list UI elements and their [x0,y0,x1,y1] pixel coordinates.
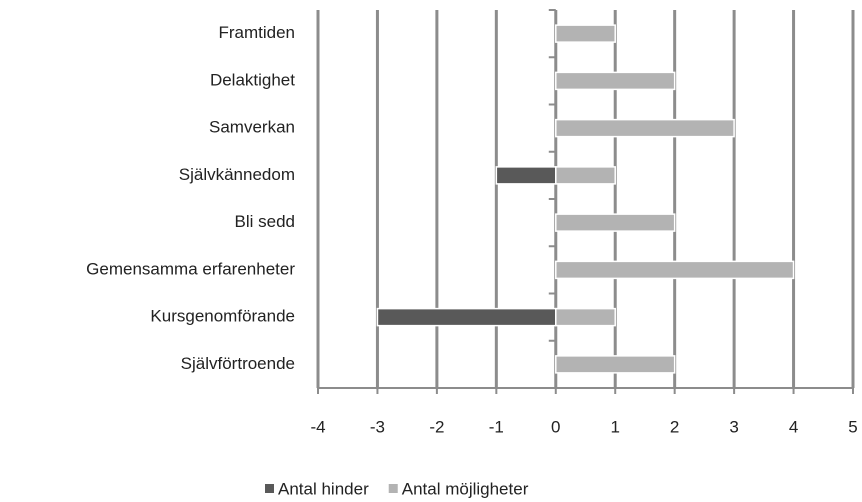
legend-swatch [388,484,398,493]
legend-swatch [265,484,274,493]
x-tick-label: 3 [729,417,738,436]
bar [555,118,735,138]
bar [555,71,676,91]
bar [555,213,676,232]
bar [555,355,676,374]
y-tick-label: Självförtroende [181,354,295,373]
x-tick-label: 1 [610,417,619,436]
x-tick-label: -4 [310,417,325,436]
y-tick-label: Delaktighet [210,70,295,89]
x-tick-label: 0 [551,417,560,436]
bar [495,166,557,185]
y-tick-label: Gemensamma erfarenheter [86,259,295,278]
legend-label: Antal hinder [278,479,369,498]
bar [555,166,616,185]
bar [555,24,616,43]
y-tick-label: Samverkan [209,118,295,137]
x-tick-label: -2 [429,417,444,436]
x-tick-label: -3 [370,417,385,436]
y-tick-label: Bli sedd [235,212,295,231]
x-tick-label: 5 [848,417,857,436]
x-tick-label: -1 [489,417,504,436]
x-tick-label: 4 [789,417,798,436]
bar [555,260,795,280]
legend-label: Antal möjligheter [402,479,529,498]
y-tick-label: Kursgenomförande [150,307,295,326]
bar [555,307,616,327]
bar [376,307,557,327]
y-tick-label: Självkännedom [179,165,295,184]
x-tick-label: 2 [670,417,679,436]
y-tick-label: Framtiden [218,23,295,42]
